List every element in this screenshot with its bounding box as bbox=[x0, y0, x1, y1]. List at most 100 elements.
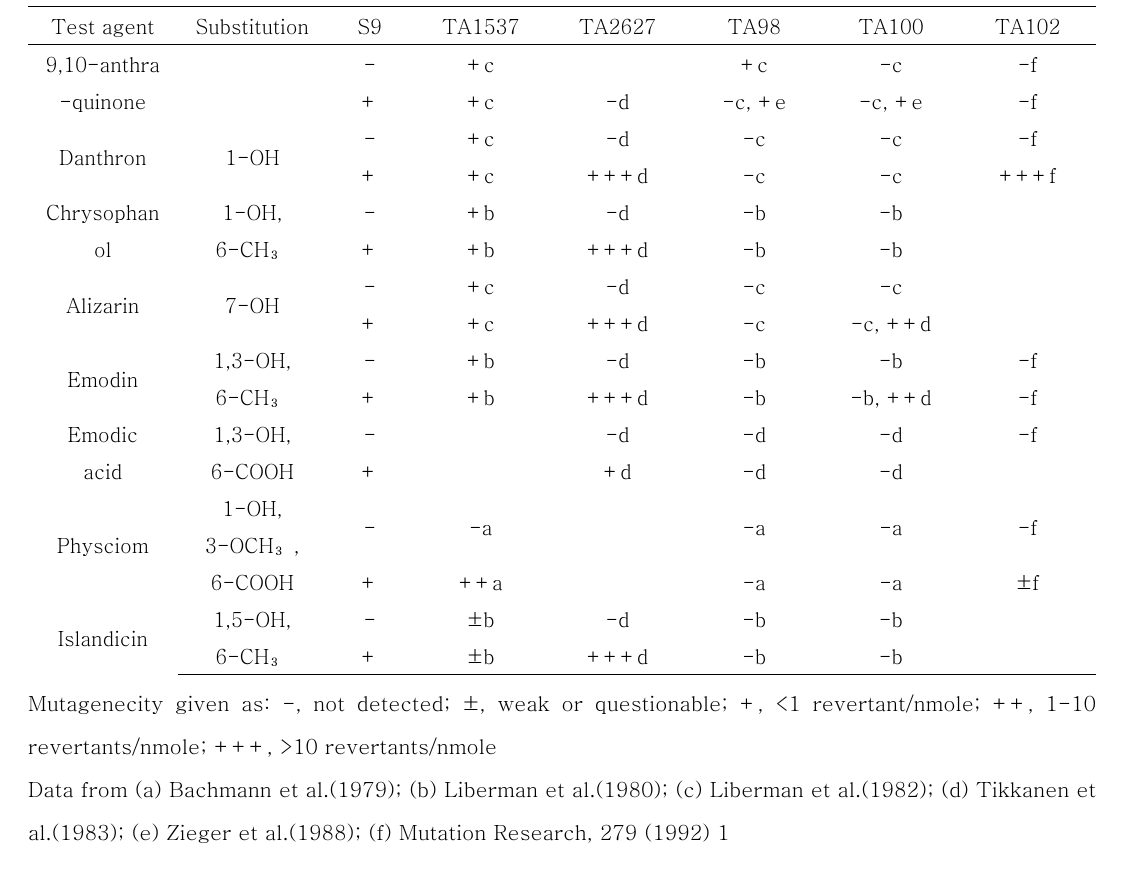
agent-name: Emodic bbox=[28, 415, 178, 452]
cell-ta102: -f bbox=[959, 378, 1096, 415]
col-header: TA1537 bbox=[412, 7, 549, 45]
cell-ta100: -b bbox=[823, 341, 960, 378]
cell-ta1537: ++a bbox=[412, 563, 549, 600]
cell-ta102 bbox=[959, 304, 1096, 341]
agent-name: Islandicin bbox=[28, 600, 178, 675]
cell-ta98: -c, +e bbox=[686, 82, 823, 119]
cell-ta1537 bbox=[412, 415, 549, 452]
agent-name: Chrysophan bbox=[28, 193, 178, 230]
cell-ta98: -a bbox=[686, 563, 823, 600]
table-row: Islandicin1,5-OH,-±b-d-b-b bbox=[28, 600, 1096, 637]
cell-ta98: -b bbox=[686, 600, 823, 637]
cell-ta2627: -d bbox=[549, 119, 686, 156]
cell-ta2627: +++d bbox=[549, 637, 686, 675]
cell-ta100: -c, ++d bbox=[823, 304, 960, 341]
cell-ta2627: -d bbox=[549, 341, 686, 378]
cell-ta2627: +++d bbox=[549, 156, 686, 193]
col-header: S9 bbox=[327, 7, 412, 45]
cell-s9: + bbox=[327, 304, 412, 341]
table-body: 9,10-anthra-+c+c-c-f-quinone++c-d-c, +e-… bbox=[28, 45, 1096, 675]
substitution: 6-CH₃ bbox=[178, 230, 328, 267]
cell-ta102: -f bbox=[959, 82, 1096, 119]
cell-ta100: -b bbox=[823, 230, 960, 267]
cell-s9: - bbox=[327, 341, 412, 378]
col-header: TA100 bbox=[823, 7, 960, 45]
cell-s9: + bbox=[327, 452, 412, 489]
table-row: 6-CH₃++b+++d-b-b, ++d-f bbox=[28, 378, 1096, 415]
cell-ta2627: -d bbox=[549, 600, 686, 637]
cell-ta100: -b bbox=[823, 600, 960, 637]
cell-ta100: -c, +e bbox=[823, 82, 960, 119]
cell-ta98: -b bbox=[686, 378, 823, 415]
cell-ta100: -c bbox=[823, 156, 960, 193]
cell-ta1537: +c bbox=[412, 267, 549, 304]
cell-ta1537: +c bbox=[412, 45, 549, 83]
cell-ta100: -d bbox=[823, 452, 960, 489]
cell-ta102 bbox=[959, 452, 1096, 489]
cell-ta2627 bbox=[549, 563, 686, 600]
cell-ta102: +++f bbox=[959, 156, 1096, 193]
cell-ta102: -f bbox=[959, 415, 1096, 452]
substitution: 1,3-OH, bbox=[178, 415, 328, 452]
agent-name bbox=[28, 563, 178, 600]
cell-ta1537: +b bbox=[412, 341, 549, 378]
col-header: TA102 bbox=[959, 7, 1096, 45]
cell-ta102 bbox=[959, 193, 1096, 230]
agent-name: -quinone bbox=[28, 82, 178, 119]
cell-ta2627: +++d bbox=[549, 378, 686, 415]
cell-ta2627: -d bbox=[549, 267, 686, 304]
cell-s9: - bbox=[327, 45, 412, 83]
table-row: 1-OH,--a-a-a-f bbox=[28, 489, 1096, 526]
col-header: Test agent bbox=[28, 7, 178, 45]
cell-ta2627: -d bbox=[549, 82, 686, 119]
cell-s9: + bbox=[327, 563, 412, 600]
cell-ta100: -c bbox=[823, 119, 960, 156]
substitution bbox=[178, 82, 328, 119]
cell-ta1537 bbox=[412, 452, 549, 489]
cell-ta98: -c bbox=[686, 304, 823, 341]
cell-ta102 bbox=[959, 637, 1096, 675]
cell-ta98: -d bbox=[686, 415, 823, 452]
cell-ta98: -c bbox=[686, 156, 823, 193]
cell-s9: - bbox=[327, 193, 412, 230]
cell-ta102: ±f bbox=[959, 563, 1096, 600]
cell-ta102 bbox=[959, 600, 1096, 637]
agent-name bbox=[28, 489, 178, 526]
footnote-line: Data from (a) Bachmann et al.(1979); (b)… bbox=[28, 767, 1096, 853]
cell-ta2627: +++d bbox=[549, 230, 686, 267]
cell-ta2627: -d bbox=[549, 193, 686, 230]
table-row: ol6-CH₃++b+++d-b-b bbox=[28, 230, 1096, 267]
cell-ta2627 bbox=[549, 489, 686, 563]
substitution: 1-OH, bbox=[178, 489, 328, 526]
cell-s9: + bbox=[327, 82, 412, 119]
substitution: 1,3-OH, bbox=[178, 341, 328, 378]
cell-ta98: -b bbox=[686, 193, 823, 230]
cell-s9: + bbox=[327, 378, 412, 415]
cell-ta100: -a bbox=[823, 489, 960, 563]
table-row: 9,10-anthra-+c+c-c-f bbox=[28, 45, 1096, 83]
cell-ta1537: +c bbox=[412, 304, 549, 341]
cell-s9: - bbox=[327, 119, 412, 156]
table-row: Alizarin7-OH-+c-d-c-c bbox=[28, 267, 1096, 304]
table-row: 6-COOH+++a-a-a±f bbox=[28, 563, 1096, 600]
cell-ta1537: +c bbox=[412, 82, 549, 119]
cell-ta2627: +++d bbox=[549, 304, 686, 341]
cell-ta1537: +c bbox=[412, 119, 549, 156]
cell-ta98: -d bbox=[686, 452, 823, 489]
cell-ta1537: +c bbox=[412, 156, 549, 193]
cell-ta100: -d bbox=[823, 415, 960, 452]
cell-s9: + bbox=[327, 156, 412, 193]
cell-ta102 bbox=[959, 267, 1096, 304]
substitution: 6-CH₃ bbox=[178, 637, 328, 675]
table-row: acid6-COOH++d-d-d bbox=[28, 452, 1096, 489]
agent-name: 9,10-anthra bbox=[28, 45, 178, 83]
substitution: 1,5-OH, bbox=[178, 600, 328, 637]
cell-ta100: -a bbox=[823, 563, 960, 600]
cell-ta1537: ±b bbox=[412, 637, 549, 675]
footnote-line: Mutagenecity given as: -, not detected; … bbox=[28, 681, 1096, 767]
cell-ta1537: +b bbox=[412, 378, 549, 415]
substitution: 6-CH₃ bbox=[178, 378, 328, 415]
agent-name: Danthron bbox=[28, 119, 178, 193]
substitution: 1-OH, bbox=[178, 193, 328, 230]
agent-name: Physciom bbox=[28, 526, 178, 563]
